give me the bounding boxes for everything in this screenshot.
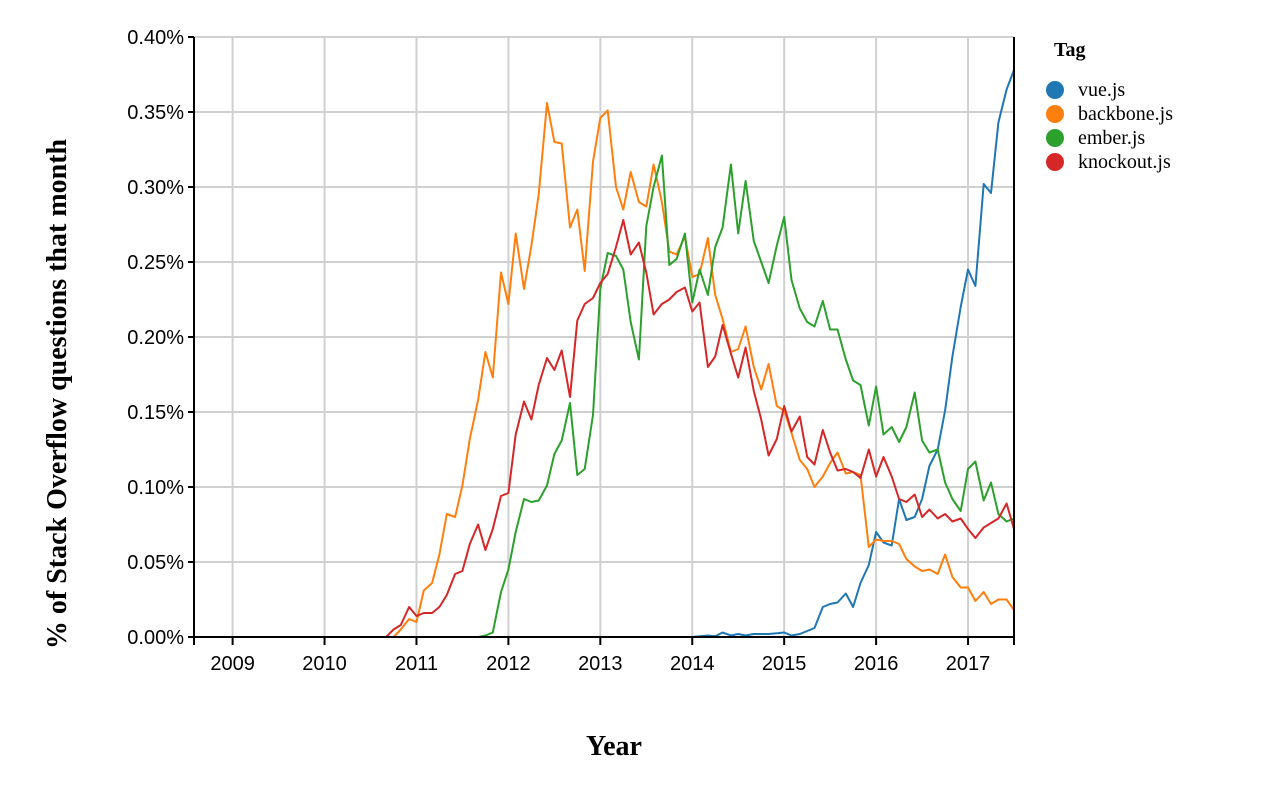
y-tick-label: 0.00% [127,627,184,649]
x-tick-label: 2011 [395,653,438,675]
x-tick-label: 2010 [302,653,347,675]
y-tick-label: 0.20% [127,327,184,349]
legend-label: knockout.js [1078,151,1171,173]
x-tick-label: 2012 [486,653,531,675]
legend-swatch [1046,153,1064,171]
series-lines [194,69,1015,638]
x-tick-label: 2016 [854,653,899,675]
x-axis-title: Year [586,731,642,762]
legend-label: backbone.js [1078,103,1173,125]
series-line-knockout-js [194,219,1015,638]
y-tick-label: 0.35% [127,102,184,124]
grid [194,36,1014,638]
x-tick-label: 2013 [578,653,623,675]
y-axis-title: % of Stack Overflow questions that month [42,138,73,649]
legend-swatch [1046,129,1064,147]
series-line-backbone-js [194,102,1015,638]
y-tick-label: 0.25% [127,252,184,274]
y-tick-label: 0.15% [127,402,184,424]
x-tick-label: 2017 [946,653,991,675]
y-tick-label: 0.40% [127,27,184,49]
legend-label: vue.js [1078,79,1125,101]
y-axis-ticks: 0.00% 0.05% 0.10% 0.15% 0.20% 0.25% 0.30% 0.35%… [127,27,194,649]
legend-label: ember.js [1078,127,1145,149]
x-tick-label: 2015 [762,653,807,675]
series-line-ember-js [194,154,1015,638]
y-tick-label: 0.05% [127,552,184,574]
x-axis-ticks: 2009 2010 2011 2012 2013 2014 2015 2016 2017 [210,637,990,675]
x-tick-label: 2014 [670,653,715,675]
legend-swatch [1046,105,1064,123]
series-line-vue-js [194,69,1015,638]
y-tick-label: 0.30% [127,177,184,199]
legend-title: Tag [1054,39,1086,61]
y-tick-label: 0.10% [127,477,184,499]
x-tick-label: 2009 [210,653,255,675]
legend-swatch [1046,81,1064,99]
